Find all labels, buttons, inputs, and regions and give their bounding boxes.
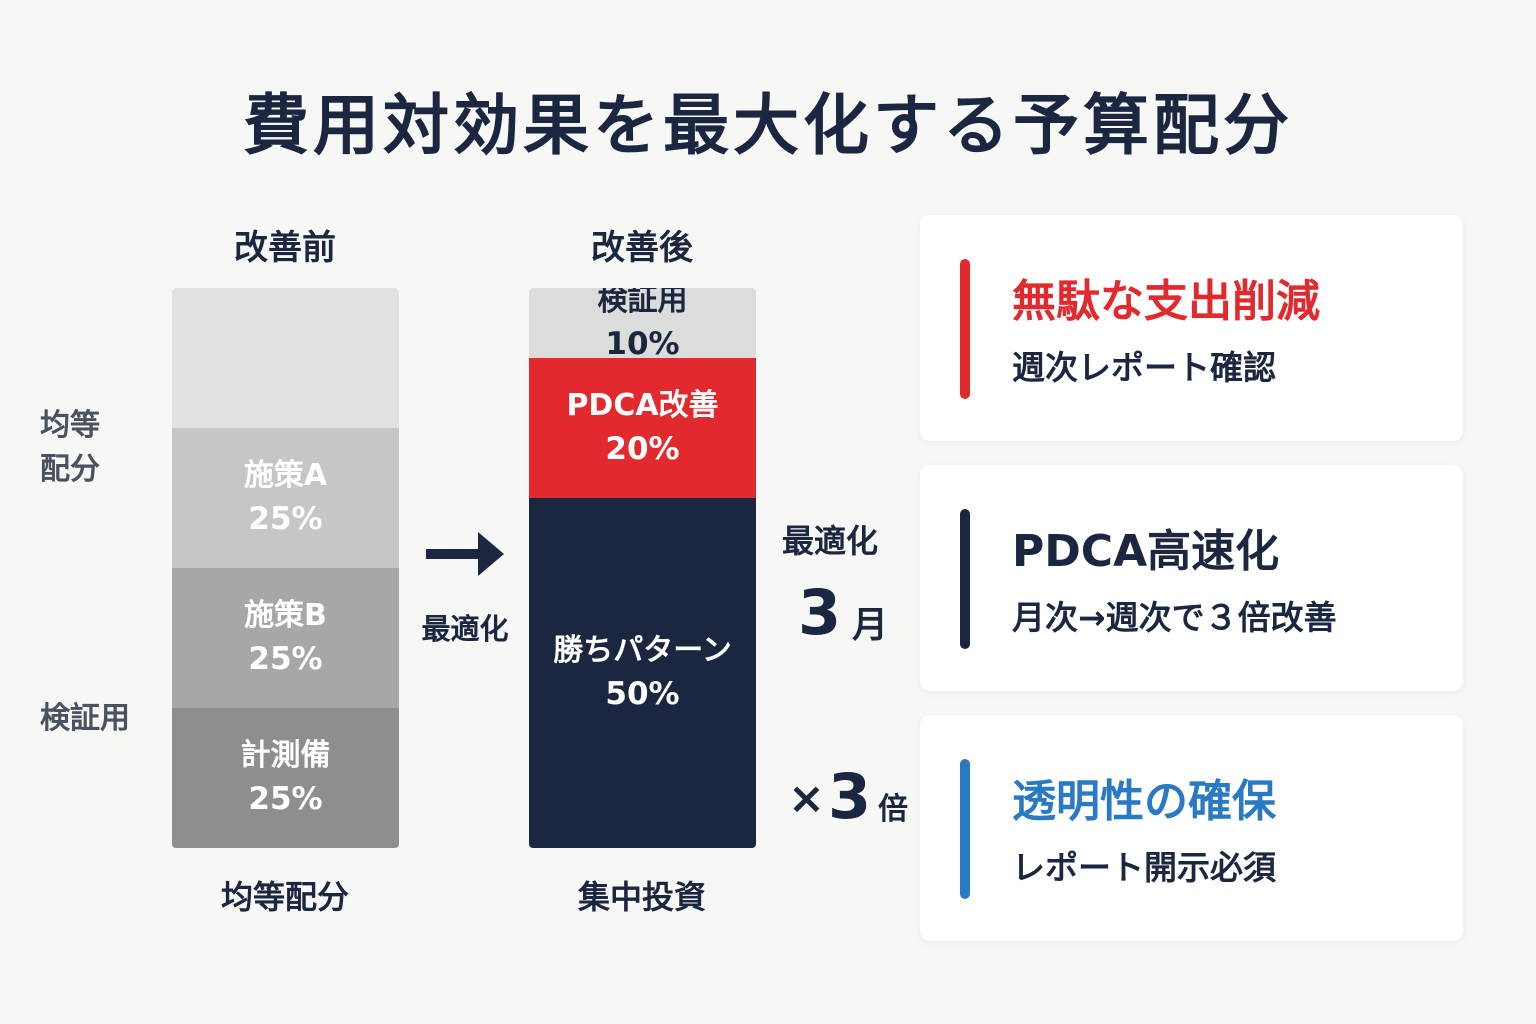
segment-percent: 50% xyxy=(605,676,680,713)
segment-label: 施策B xyxy=(244,597,327,633)
card-accent-bar xyxy=(960,759,970,899)
optimize-label: 最適化 xyxy=(782,522,879,560)
after-segment: PDCA改善 20% xyxy=(529,358,756,498)
segment-percent: 25% xyxy=(248,641,323,678)
right-arrow-icon xyxy=(426,532,504,576)
card-title: PDCA高速化 xyxy=(1012,526,1280,577)
card-subtitle: 週次レポート確認 xyxy=(1012,348,1276,387)
before-segment: 計測備 25% xyxy=(172,708,399,848)
segment-label: 計測備 xyxy=(240,737,331,773)
before-bar: 施策A 25% 施策B 25% 計測備 25% xyxy=(172,288,399,848)
card-accent-bar xyxy=(960,509,970,649)
months-number: 3 xyxy=(798,576,842,649)
before-segment xyxy=(172,288,399,428)
side-label-equal: 均等 配分 xyxy=(40,408,100,487)
months-unit: 月 xyxy=(852,605,889,646)
card-title: 無駄な支出削減 xyxy=(1012,276,1320,327)
after-footer: 集中投資 xyxy=(577,878,706,916)
segment-percent: 10% xyxy=(605,326,680,363)
segment-label: 施策A xyxy=(243,457,328,493)
arrow-label: 最適化 xyxy=(421,612,509,646)
segment-percent: 25% xyxy=(248,501,323,538)
card-accent-bar xyxy=(960,259,970,399)
multiplier-unit: 倍 xyxy=(878,792,908,827)
card-waste-reduction: 無駄な支出削減 週次レポート確認 xyxy=(920,215,1463,441)
before-heading: 改善前 xyxy=(234,228,336,268)
card-transparency: 透明性の確保 レポート開示必須 xyxy=(920,715,1463,941)
after-heading: 改善後 xyxy=(591,228,693,268)
before-segment: 施策A 25% xyxy=(172,428,399,568)
side-label-verification: 検証用 xyxy=(40,701,130,736)
multiplier-number: 3 xyxy=(828,760,872,833)
card-subtitle: レポート開示必須 xyxy=(1012,848,1276,887)
segment-label: PDCA改善 xyxy=(566,387,719,423)
after-segment: 検証用 10% xyxy=(529,288,756,362)
before-footer: 均等配分 xyxy=(220,878,349,916)
segment-percent: 20% xyxy=(605,431,680,468)
multiplier-prefix: × xyxy=(788,773,825,824)
before-segment: 施策B 25% xyxy=(172,568,399,708)
card-title: 透明性の確保 xyxy=(1012,776,1276,827)
segment-label: 検証用 xyxy=(597,288,688,318)
segment-percent: 25% xyxy=(248,781,323,818)
segment-label: 勝ちパターン xyxy=(553,632,732,668)
card-subtitle: 月次→週次で３倍改善 xyxy=(1012,598,1337,637)
after-bar: 検証用 10% PDCA改善 20% 勝ちパターン 50% xyxy=(529,288,756,848)
card-pdca-speedup: PDCA高速化 月次→週次で３倍改善 xyxy=(920,465,1463,691)
page-title: 費用対効果を最大化する予算配分 xyxy=(243,87,1293,164)
after-segment: 勝ちパターン 50% xyxy=(529,498,756,848)
